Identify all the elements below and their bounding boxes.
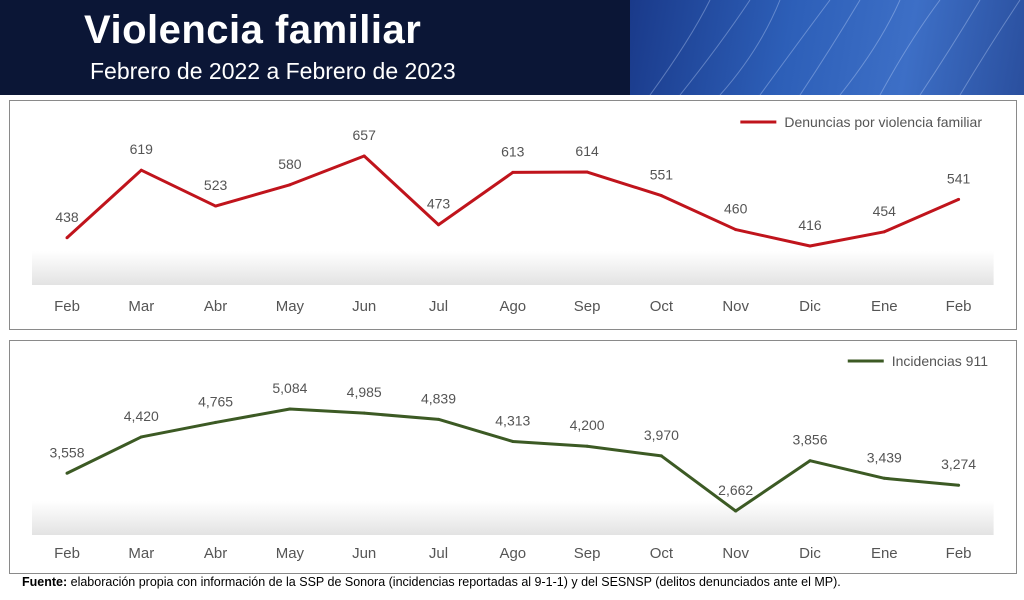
data-label: 580 [278,156,302,172]
data-label: 614 [575,143,599,159]
x-tick-label: Ene [871,545,898,562]
x-tick-label: Oct [650,298,674,315]
data-point [437,223,440,227]
data-label: 4,313 [495,412,530,428]
data-point [808,459,812,463]
data-point [139,435,143,439]
x-tick-label: Sep [574,545,601,562]
data-point [882,230,886,234]
data-label: 4,839 [421,390,456,406]
data-point [362,411,366,415]
data-label: 3,274 [941,456,976,472]
data-label: 4,765 [198,393,233,409]
source-note: Fuente: elaboración propia con informaci… [22,575,841,589]
source-label: Fuente: [22,575,68,589]
data-label: 2,662 [718,482,753,498]
data-point [585,444,589,448]
page-title: Violencia familiar [84,8,422,52]
x-tick-label: Mar [128,298,154,315]
x-tick-label: Jul [429,545,448,562]
data-label: 657 [353,127,377,143]
data-label: 3,558 [49,444,84,460]
data-point [808,244,812,248]
chart-incidencias: 3,558 4,420 4,765 5,084 4,985 4,839 4,313 4,200… [32,353,994,562]
data-point [957,483,961,487]
chart-floor [32,251,994,285]
x-tick-label: May [276,545,305,562]
data-label: 3,856 [792,432,827,448]
data-point [659,454,663,458]
data-label: 619 [130,141,154,157]
x-tick-label: Sep [574,298,601,315]
x-tick-label: Jun [352,545,376,562]
x-tick-label: Feb [54,298,80,315]
x-tick-label: Feb [946,298,972,315]
series-line [65,154,960,248]
chart-panel-incidencias: 3,558 4,420 4,765 5,084 4,985 4,839 4,313 4,200… [9,340,1017,574]
data-point [585,170,589,174]
data-label: 416 [798,217,822,233]
data-label: 3,439 [867,449,902,465]
source-text: elaboración propia con información de la… [67,575,841,589]
data-point [288,407,292,411]
data-label: 4,200 [570,417,605,433]
data-label: 3,970 [644,427,679,443]
data-label: 613 [501,143,525,159]
data-label: 473 [427,196,451,212]
data-point [734,509,738,513]
x-tick-label: May [276,298,305,315]
data-point [288,183,292,187]
x-tick-label: Mar [128,545,154,562]
data-point [362,154,366,158]
data-point [511,170,515,174]
x-tick-label: Abr [204,545,227,562]
data-point [139,168,143,172]
legend: Incidencias 911 [847,353,988,369]
x-tick-label: Feb [54,545,80,562]
data-point [65,471,69,475]
data-point [65,236,69,240]
x-tick-label: Ago [499,545,526,562]
x-tick-label: Feb [946,545,972,562]
data-label: 4,985 [347,384,382,400]
header-photo-texture [649,0,1021,95]
data-point [882,476,886,480]
x-tick-label: Jul [429,298,448,315]
data-label: 454 [873,203,897,219]
x-tick-label: Dic [799,545,821,562]
legend-label: Denuncias por violencia familiar [784,114,982,130]
chart-panel-denuncias: 438 619 523 580 657 473 613 614 551 460 416 454 541 F… [9,100,1017,330]
header-banner: Violencia familiar Febrero de 2022 a Feb… [0,0,1024,95]
data-point [659,194,663,198]
data-point [214,204,218,208]
data-label: 460 [724,201,748,217]
chart-denuncias: 438 619 523 580 657 473 613 614 551 460 416 454 541 F… [32,114,994,315]
page-subtitle: Febrero de 2022 a Febrero de 2023 [90,58,456,84]
chart-floor [32,501,994,535]
data-label: 4,420 [124,408,159,424]
x-tick-label: Dic [799,298,821,315]
data-point [511,439,515,443]
data-label: 5,084 [272,380,307,396]
x-tick-label: Nov [722,545,749,562]
data-label: 523 [204,177,228,193]
legend: Denuncias por violencia familiar [740,114,982,130]
legend-label: Incidencias 911 [892,353,988,369]
data-label: 541 [947,170,971,186]
x-tick-label: Oct [650,545,674,562]
x-tick-label: Ene [871,298,898,315]
header-photo [630,0,1024,95]
data-label: 551 [650,167,674,183]
x-tick-label: Ago [499,298,526,315]
x-tick-label: Abr [204,298,227,315]
data-point [734,228,738,232]
data-label: 438 [55,209,79,225]
x-tick-label: Jun [352,298,376,315]
data-point [437,417,440,421]
data-point [957,197,961,201]
data-point [214,420,218,424]
x-tick-label: Nov [722,298,749,315]
